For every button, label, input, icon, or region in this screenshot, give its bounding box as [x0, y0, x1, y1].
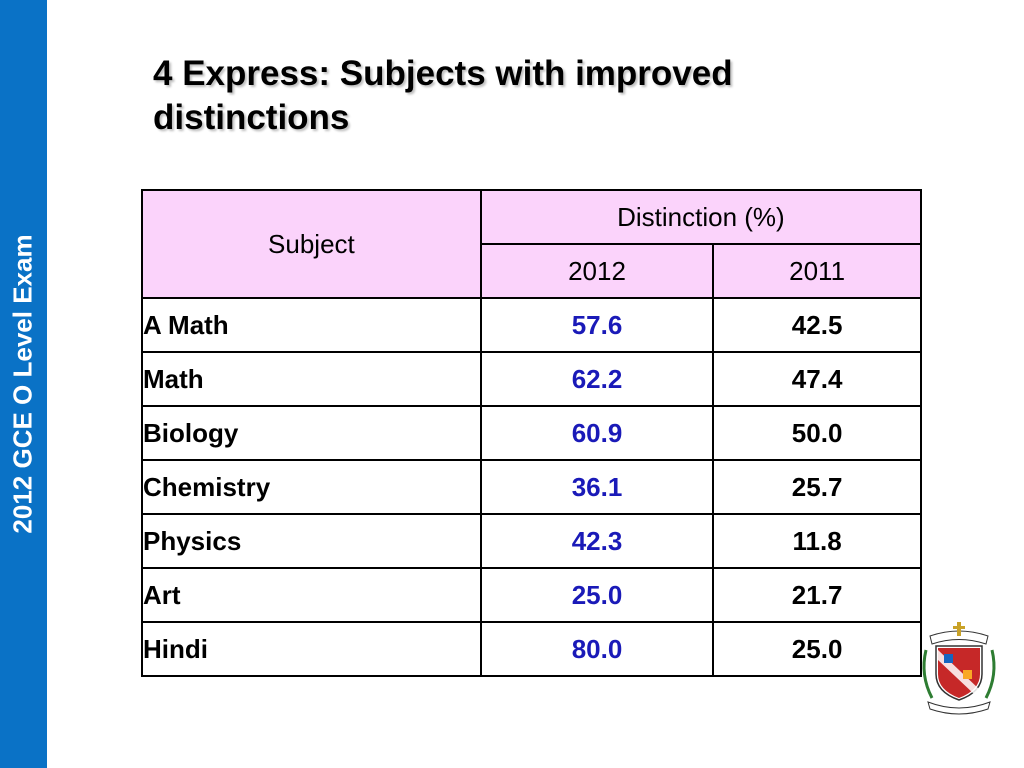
subject-cell: Hindi: [141, 621, 482, 677]
subject-cell: Biology: [141, 405, 482, 461]
value-2011-cell: 25.0: [712, 621, 922, 677]
subject-cell: A Math: [141, 297, 482, 353]
table-row: A Math 57.6 42.5: [141, 297, 922, 353]
value-2012-cell: 57.6: [479, 297, 715, 353]
value-2011-cell: 11.8: [712, 513, 922, 569]
value-2012-cell: 60.9: [479, 405, 715, 461]
value-2011-cell: 50.0: [712, 405, 922, 461]
side-band: 2012 GCE O Level Exam: [0, 0, 47, 768]
table-row: Biology 60.9 50.0: [141, 405, 922, 461]
subject-cell: Art: [141, 567, 482, 623]
table-row: Hindi 80.0 25.0: [141, 621, 922, 677]
subject-cell: Math: [141, 351, 482, 407]
slide-title: 4 Express: Subjects with improved distin…: [153, 54, 733, 137]
subject-cell: Physics: [141, 513, 482, 569]
table-year-row: 2012 2011: [142, 243, 922, 299]
value-2012-cell: 25.0: [479, 567, 715, 623]
value-2011-cell: 47.4: [712, 351, 922, 407]
table-row: Physics 42.3 11.8: [141, 513, 922, 569]
value-2011-cell: 21.7: [712, 567, 922, 623]
value-2011-cell: 25.7: [712, 459, 922, 515]
year-2012-header: 2012: [479, 243, 715, 299]
table-header-row: Subject Distinction (%): [141, 189, 923, 299]
distinction-table: Subject Distinction (%) 2012 2011 A Math…: [141, 189, 923, 677]
value-2012-cell: 42.3: [479, 513, 715, 569]
table-row: Math 62.2 47.4: [141, 351, 922, 407]
table-row: Chemistry 36.1 25.7: [141, 459, 922, 515]
side-label: 2012 GCE O Level Exam: [7, 234, 38, 534]
school-crest-icon: [922, 622, 996, 715]
subject-header: Subject: [141, 189, 482, 299]
value-2012-cell: 80.0: [479, 621, 715, 677]
value-2012-cell: 62.2: [479, 351, 715, 407]
distinction-header: Distinction (%): [479, 189, 923, 245]
subject-cell: Chemistry: [141, 459, 482, 515]
year-2011-header: 2011: [712, 243, 922, 299]
value-2012-cell: 36.1: [479, 459, 715, 515]
table-row: Art 25.0 21.7: [141, 567, 922, 623]
value-2011-cell: 42.5: [712, 297, 922, 353]
